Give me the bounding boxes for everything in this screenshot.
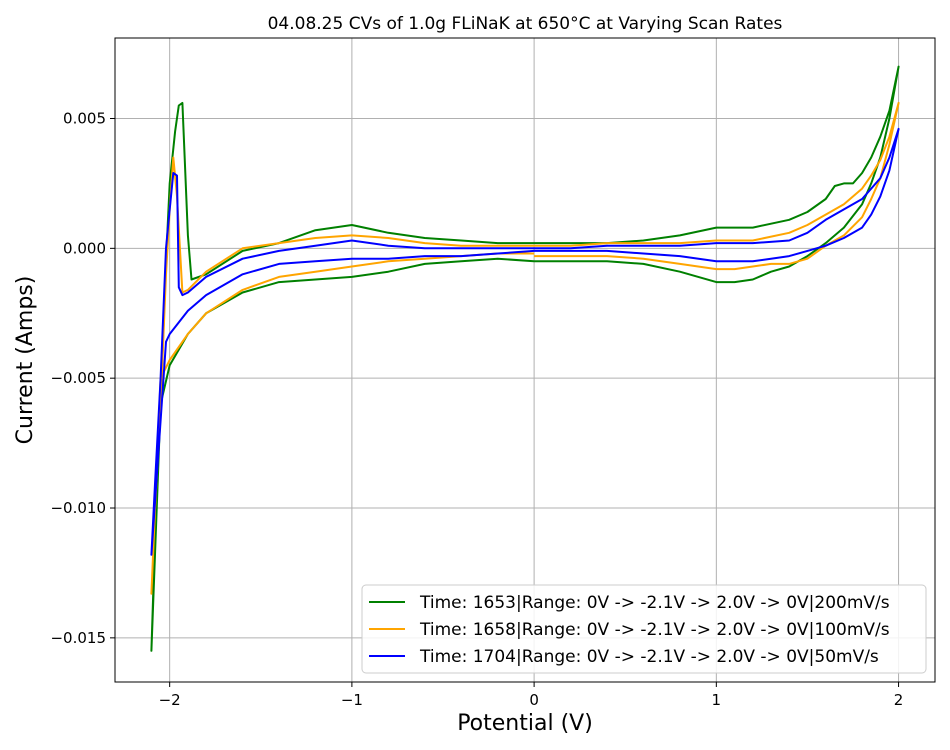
legend: Time: 1653|Range: 0V -> -2.1V -> 2.0V ->… xyxy=(361,584,927,674)
series-layer xyxy=(150,65,900,652)
series-line-3 xyxy=(150,127,900,556)
y-tick-label: 0.000 xyxy=(63,239,106,257)
axis-ticks: −2 −1 0 1 2 −0.015 −0.010 −0.005 0.000 0.005 xyxy=(50,110,903,710)
legend-box xyxy=(361,584,927,674)
series-line-2 xyxy=(150,101,900,595)
x-tick-label: 2 xyxy=(894,691,904,709)
x-tick-label: 0 xyxy=(529,691,539,709)
x-tick-label: −2 xyxy=(159,691,181,709)
legend-label-3: Time: 1704|Range: 0V -> -2.1V -> 2.0V ->… xyxy=(419,647,879,667)
y-tick-label: 0.005 xyxy=(63,110,106,128)
series-line-1 xyxy=(150,65,900,652)
x-tick-label: 1 xyxy=(712,691,722,709)
legend-label-1: Time: 1653|Range: 0V -> -2.1V -> 2.0V ->… xyxy=(419,593,890,613)
legend-label-2: Time: 1658|Range: 0V -> -2.1V -> 2.0V ->… xyxy=(419,620,890,640)
y-tick-label: −0.010 xyxy=(50,499,106,517)
plot-frame xyxy=(114,37,936,683)
legend-items: Time: 1653|Range: 0V -> -2.1V -> 2.0V ->… xyxy=(369,593,890,667)
x-tick-label: −1 xyxy=(341,691,363,709)
x-axis-label: Potential (V) xyxy=(457,711,593,736)
y-axis-label: Current (Amps) xyxy=(13,276,38,445)
y-tick-label: −0.005 xyxy=(50,369,106,387)
y-tick-label: −0.015 xyxy=(50,629,106,647)
chart-title: 04.08.25 CVs of 1.0g FLiNaK at 650°C at … xyxy=(268,14,783,34)
